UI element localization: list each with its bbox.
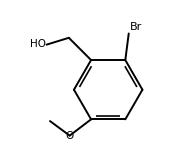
Text: O: O <box>66 131 74 141</box>
Text: Br: Br <box>130 22 142 32</box>
Text: HO: HO <box>30 39 46 49</box>
